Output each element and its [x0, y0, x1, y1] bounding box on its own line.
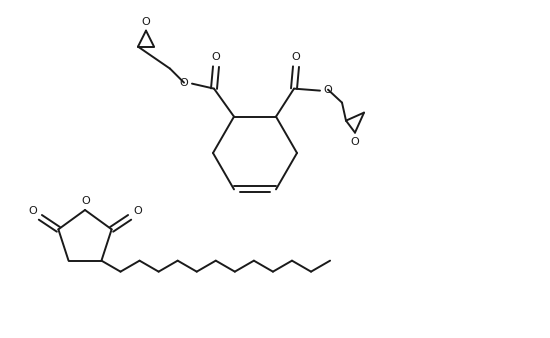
Text: O: O	[323, 84, 332, 95]
Text: O: O	[81, 196, 90, 206]
Text: O: O	[133, 206, 142, 216]
Text: O: O	[212, 52, 221, 62]
Text: O: O	[142, 17, 150, 27]
Text: O: O	[292, 52, 300, 62]
Text: O: O	[180, 78, 188, 88]
Text: O: O	[28, 206, 37, 216]
Text: O: O	[351, 137, 359, 147]
